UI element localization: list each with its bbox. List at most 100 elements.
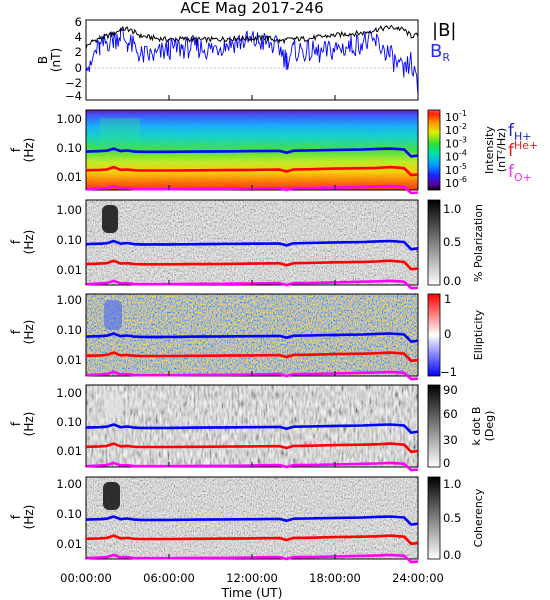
- y-tick-label: 0.10: [56, 415, 82, 429]
- gyro-line-fH: [85, 515, 419, 526]
- y-tick-label: −4: [65, 89, 82, 103]
- b-field-lines: [85, 24, 419, 94]
- colorbar-coherency: [427, 476, 441, 560]
- gyro-line-fHe: [85, 351, 419, 363]
- x-axis-label: Time (UT): [220, 585, 282, 600]
- y-axis-unit: (Hz): [22, 320, 36, 345]
- y-axis-unit: (Hz): [22, 138, 36, 163]
- y-tick-label: 0.10: [56, 233, 82, 247]
- y-axis-label: f: [9, 329, 23, 334]
- y-tick-label: 1.00: [56, 477, 82, 491]
- y-tick-label: 0.10: [56, 141, 82, 155]
- y-tick-label: 2: [75, 45, 82, 59]
- colorbar-label: % Polarization: [472, 204, 485, 282]
- colorbar-intensity: [427, 109, 441, 191]
- y-tick-label: 0.10: [56, 323, 82, 337]
- y-axis-label: f: [9, 421, 23, 426]
- x-tick-label: 00:00:00: [60, 571, 112, 585]
- colorbar-ellipticity: [427, 293, 441, 377]
- colorbar-tick: 60: [443, 407, 458, 421]
- colorbar-label: Ellipticity: [472, 309, 485, 360]
- colorbar-tick: 0.0: [443, 548, 461, 562]
- colorbar-label: Intensity: [483, 126, 496, 174]
- colorbar-tick: 10-4: [445, 149, 467, 164]
- panel-b-field: 6 4 2 0 −2 −4 B (nT) |B| BR: [36, 15, 456, 103]
- legend-fHe-sub: He+: [514, 139, 538, 152]
- y-tick-label: 6: [75, 15, 82, 29]
- colorbar-kdotb: [427, 384, 441, 468]
- colorbar-tick: 10-5: [445, 162, 467, 177]
- legend-fO-sub: O+: [514, 171, 532, 184]
- gyro-line-fHe: [85, 165, 419, 177]
- colorbar-polarization: [427, 199, 441, 286]
- colorbar-tick: 0.0: [443, 274, 461, 288]
- gyro-line-fH: [85, 147, 419, 158]
- legend-fH: fH+: [508, 121, 532, 143]
- y-axis-label: f: [9, 239, 23, 244]
- gyro-line-fHe: [85, 442, 419, 454]
- y-tick-label: 1.00: [56, 386, 82, 400]
- colorbar-tick: 10-3: [445, 135, 467, 150]
- y-tick-label: 1.00: [56, 112, 82, 126]
- y-tick-label: 0: [75, 61, 82, 75]
- colorbar-tick: 10-2: [445, 122, 467, 137]
- y-tick-label: 4: [75, 30, 82, 44]
- colorbar-tick: 30: [443, 433, 458, 447]
- x-tick-label: 06:00:00: [143, 571, 195, 585]
- x-tick-label: 12:00:00: [226, 571, 278, 585]
- y-tick-label: 1.00: [56, 203, 82, 217]
- legend-fHe: fHe+: [508, 139, 538, 161]
- x-tick-label: 18:00:00: [309, 571, 361, 585]
- colorbar-tick: −1: [440, 365, 457, 379]
- y-axis-unit: (Hz): [22, 230, 36, 255]
- gyro-line-fHe: [85, 534, 419, 546]
- gyro-line-fH: [85, 332, 419, 343]
- colorbar-tick: 90: [443, 383, 458, 397]
- colorbar-unit: (nT²/Hz): [495, 128, 508, 172]
- y-tick-label: 0.01: [56, 537, 82, 551]
- legend-br-sub: R: [442, 51, 450, 64]
- y-axis-unit: (Hz): [22, 505, 36, 530]
- y-tick-label: 0.01: [56, 353, 82, 367]
- colorbar-tick: 1.0: [443, 477, 461, 491]
- panel-intensity: 1.00 0.10 0.01 f (Hz) 10-110-210-310-410…: [9, 109, 538, 191]
- colorbar-tick: 1: [444, 292, 451, 306]
- colorbar-label: Coherency: [472, 488, 485, 547]
- colorbar-tick: 0.5: [443, 511, 461, 525]
- colorbar-tick: 10-6: [445, 175, 467, 190]
- y-tick-label: 0.01: [56, 170, 82, 184]
- colorbar-unit: (Deg): [483, 411, 496, 442]
- series-line-bmag: [85, 24, 419, 49]
- plot-title: ACE Mag 2017-246: [180, 0, 323, 17]
- colorbar-tick: 1.0: [443, 202, 461, 216]
- colorbar-tick: 0: [444, 327, 451, 341]
- y-axis-label: f: [9, 514, 23, 519]
- legend-fO: fO+: [508, 162, 532, 184]
- legend-br-main: B: [430, 41, 442, 62]
- y-tick-label: 0.10: [56, 507, 82, 521]
- y-axis-label: B: [36, 56, 50, 64]
- gyro-line-fHe: [85, 259, 419, 271]
- colorbar-label: k dot B: [470, 407, 483, 446]
- x-tick-label: 24:00:00: [392, 571, 444, 585]
- x-tick-marks: [85, 95, 419, 559]
- gyro-line-fH: [85, 423, 419, 434]
- series-line-br: [85, 27, 419, 94]
- y-axis-label: f: [9, 147, 23, 152]
- y-tick-label: 1.00: [56, 293, 82, 307]
- legend-br: BR: [430, 41, 450, 64]
- colorbar-tick: 10-1: [445, 109, 467, 124]
- y-tick-label: −2: [65, 76, 82, 90]
- y-axis-unit: (Hz): [22, 412, 36, 437]
- y-tick-label: 0.01: [56, 263, 82, 277]
- legend-fH-sub: H+: [514, 130, 532, 143]
- y-axis-unit: (nT): [49, 48, 63, 72]
- colorbar-tick: 0.5: [443, 235, 461, 249]
- gyro-line-fH: [85, 239, 419, 251]
- legend-bmag: |B|: [432, 20, 456, 41]
- legend-fHe-main: f: [508, 141, 515, 161]
- y-tick-label: 0.01: [56, 444, 82, 458]
- legend-fH-main: f: [508, 121, 515, 141]
- colorbar-tick: 0: [443, 456, 450, 470]
